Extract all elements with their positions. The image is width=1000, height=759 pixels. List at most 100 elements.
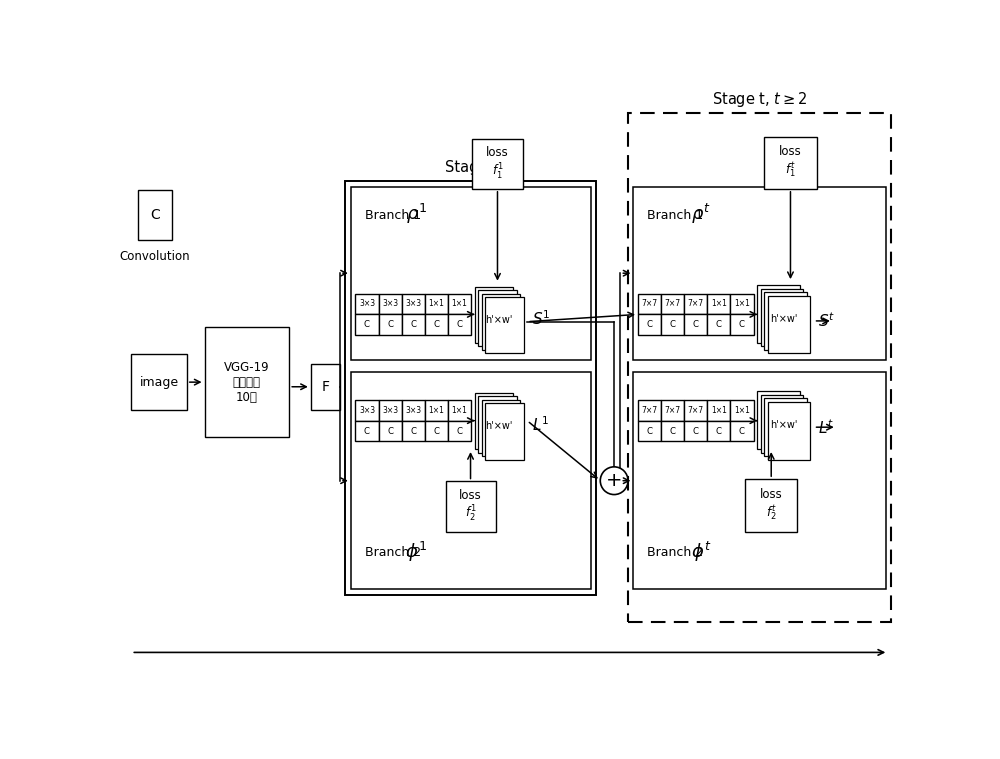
- Bar: [475, 393, 513, 449]
- Text: h'×w': h'×w': [486, 315, 513, 325]
- Text: C: C: [150, 209, 160, 222]
- Bar: [730, 420, 754, 442]
- Bar: [684, 294, 707, 314]
- Text: 1×1: 1×1: [734, 300, 750, 308]
- Text: 7×7: 7×7: [641, 300, 658, 308]
- Text: C: C: [433, 427, 439, 436]
- Bar: [684, 400, 707, 420]
- Text: loss
$f_1^1$: loss $f_1^1$: [486, 146, 509, 182]
- Bar: [638, 294, 661, 314]
- Text: 1×1: 1×1: [711, 406, 727, 414]
- Text: 7×7: 7×7: [688, 406, 704, 414]
- Bar: [661, 400, 684, 420]
- Bar: [355, 420, 379, 442]
- Text: 7×7: 7×7: [665, 406, 681, 414]
- Bar: [661, 420, 684, 442]
- Bar: [138, 191, 172, 241]
- Bar: [661, 294, 684, 314]
- Bar: [482, 400, 520, 456]
- Bar: [448, 400, 471, 420]
- Text: $\rho^t$: $\rho^t$: [691, 202, 711, 226]
- Text: C: C: [716, 320, 722, 329]
- Bar: [345, 181, 596, 594]
- Bar: [351, 187, 591, 360]
- Text: loss
$f_1^t$: loss $f_1^t$: [779, 145, 802, 180]
- Bar: [730, 314, 754, 335]
- Text: Branch 1: Branch 1: [365, 209, 421, 222]
- Text: C: C: [410, 320, 416, 329]
- Bar: [638, 420, 661, 442]
- Text: C: C: [693, 427, 699, 436]
- Bar: [131, 354, 187, 410]
- Bar: [402, 314, 425, 335]
- Bar: [478, 290, 517, 346]
- Text: h'×w': h'×w': [770, 420, 797, 430]
- Text: $L^t$: $L^t$: [818, 418, 834, 436]
- Text: C: C: [456, 427, 462, 436]
- Bar: [425, 294, 448, 314]
- Text: h'×w': h'×w': [486, 421, 513, 431]
- Bar: [205, 327, 289, 437]
- Text: 1×1: 1×1: [428, 406, 444, 414]
- Bar: [745, 479, 797, 531]
- Text: C: C: [716, 427, 722, 436]
- Bar: [768, 402, 810, 459]
- Text: C: C: [433, 320, 439, 329]
- Bar: [402, 400, 425, 420]
- Bar: [472, 139, 523, 189]
- Bar: [475, 287, 513, 343]
- Bar: [446, 481, 496, 531]
- Bar: [764, 398, 807, 456]
- Bar: [707, 400, 730, 420]
- Text: $S^t$: $S^t$: [818, 312, 836, 330]
- Text: C: C: [387, 427, 393, 436]
- Bar: [638, 400, 661, 420]
- Bar: [661, 314, 684, 335]
- Bar: [761, 288, 803, 346]
- Bar: [379, 420, 402, 442]
- Text: 1×1: 1×1: [711, 300, 727, 308]
- Text: C: C: [364, 320, 370, 329]
- Bar: [757, 392, 800, 449]
- Bar: [633, 187, 886, 360]
- Bar: [633, 372, 886, 589]
- Text: C: C: [387, 320, 393, 329]
- Bar: [311, 364, 340, 410]
- Text: 1×1: 1×1: [734, 406, 750, 414]
- Text: 1×1: 1×1: [451, 300, 467, 308]
- Circle shape: [600, 467, 628, 495]
- Text: 3×3: 3×3: [382, 406, 398, 414]
- Bar: [379, 294, 402, 314]
- Bar: [730, 294, 754, 314]
- Text: 3×3: 3×3: [359, 300, 375, 308]
- Bar: [355, 400, 379, 420]
- Bar: [707, 420, 730, 442]
- Text: C: C: [410, 427, 416, 436]
- Text: 1×1: 1×1: [451, 406, 467, 414]
- Bar: [402, 420, 425, 442]
- Bar: [355, 314, 379, 335]
- Text: Stage1: Stage1: [445, 160, 496, 175]
- Bar: [730, 400, 754, 420]
- Bar: [764, 137, 817, 189]
- Bar: [425, 420, 448, 442]
- Bar: [768, 295, 810, 353]
- Text: C: C: [739, 427, 745, 436]
- Text: Branch 2: Branch 2: [647, 546, 703, 559]
- Text: 3×3: 3×3: [405, 300, 421, 308]
- Bar: [482, 294, 520, 350]
- Text: $\phi^1$: $\phi^1$: [405, 540, 427, 565]
- Text: C: C: [456, 320, 462, 329]
- Bar: [478, 396, 517, 452]
- Text: 7×7: 7×7: [665, 300, 681, 308]
- Bar: [761, 395, 803, 452]
- Text: 7×7: 7×7: [688, 300, 704, 308]
- Text: $L^1$: $L^1$: [532, 415, 549, 434]
- Text: C: C: [647, 320, 653, 329]
- Bar: [402, 294, 425, 314]
- Text: 3×3: 3×3: [405, 406, 421, 414]
- Text: C: C: [693, 320, 699, 329]
- Bar: [379, 400, 402, 420]
- Bar: [757, 285, 800, 343]
- Bar: [448, 420, 471, 442]
